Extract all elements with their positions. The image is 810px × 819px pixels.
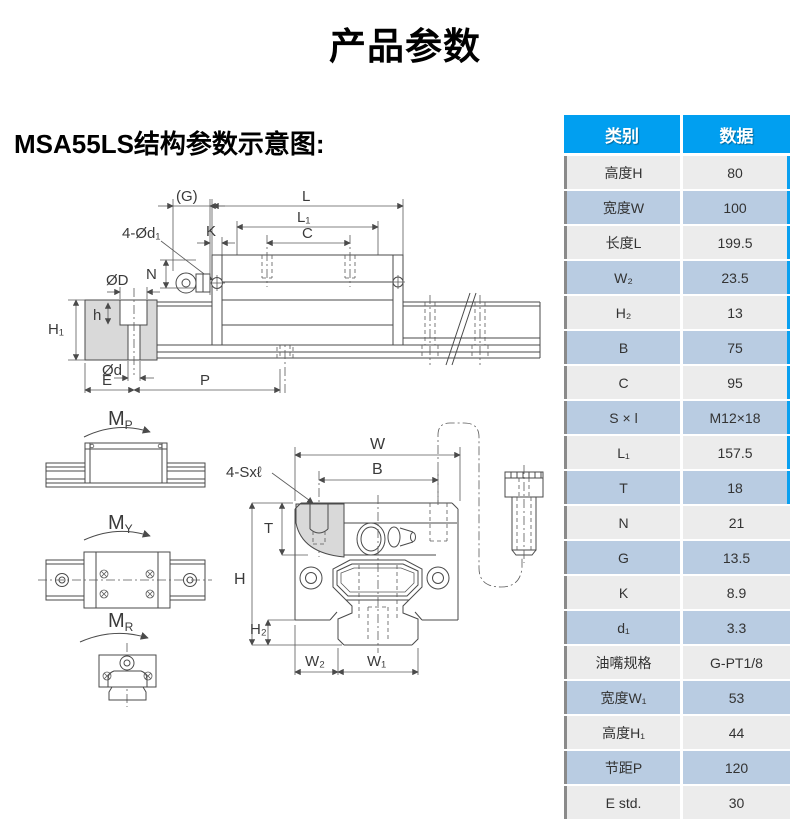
dim-label-bolt: 4-Sxℓ <box>226 464 262 481</box>
param-value-cell: G-PT1/8 <box>683 646 790 679</box>
table-row: T 18 <box>564 471 790 504</box>
dim-label-P: P <box>200 372 210 389</box>
moment-label-mr: MR <box>108 610 134 634</box>
param-value-cell: 80 <box>683 156 790 189</box>
table-row: C 95 <box>564 366 790 399</box>
param-value-cell: 75 <box>683 331 790 364</box>
param-name-cell: K <box>564 576 680 609</box>
table-row: N 21 <box>564 506 790 539</box>
header-category: 类别 <box>564 115 680 153</box>
param-value-cell: 8.9 <box>683 576 790 609</box>
dim-label-E: E <box>102 372 112 389</box>
param-value-cell: 3.3 <box>683 611 790 644</box>
front-view-drawing: W B 4-Sxℓ <box>226 422 544 676</box>
param-name-cell: 高度H₁ <box>564 716 680 749</box>
table-row: H₂ 13 <box>564 296 790 329</box>
dim-label-K: K <box>206 223 216 240</box>
dim-label-B: B <box>372 461 383 478</box>
table-row: B 75 <box>564 331 790 364</box>
table-row: 宽度W 100 <box>564 191 790 224</box>
param-name-cell: 宽度W₁ <box>564 681 680 714</box>
dim-label-H2: H₂ <box>250 621 267 638</box>
param-value-cell: 120 <box>683 751 790 784</box>
param-value-cell: 30 <box>683 786 790 819</box>
param-name-cell: S × l <box>564 401 680 434</box>
table-row: K 8.9 <box>564 576 790 609</box>
param-value-cell: 53 <box>683 681 790 714</box>
param-name-cell: C <box>564 366 680 399</box>
side-view-drawing: (G) L L₁ K C 4-Ød₁ <box>48 188 541 394</box>
param-value-cell: M12×18 <box>683 401 790 434</box>
param-name-cell: d₁ <box>564 611 680 644</box>
table-row: 高度H 80 <box>564 156 790 189</box>
dim-label-H: H <box>234 571 246 588</box>
param-value-cell: 157.5 <box>683 436 790 469</box>
dim-label-4d1: 4-Ød₁ <box>122 225 160 242</box>
param-value-cell: 13 <box>683 296 790 329</box>
param-name-cell: W₂ <box>564 261 680 294</box>
table-row: G 13.5 <box>564 541 790 574</box>
param-name-cell: 节距P <box>564 751 680 784</box>
table-header-row: 类别 数据 <box>564 115 790 153</box>
page-title: 产品参数 <box>329 26 481 67</box>
dim-label-W1: W₁ <box>367 653 386 670</box>
header-data: 数据 <box>683 115 790 153</box>
parameter-table: 类别 数据 高度H 80 宽度W 100 长度L 199.5 W₂ 23.5 H₂ 13 … <box>564 115 790 819</box>
table-row: d₁ 3.3 <box>564 611 790 644</box>
moment-label-my: MY <box>108 512 133 536</box>
param-name-cell: N <box>564 506 680 539</box>
table-row: 油嘴规格 G-PT1/8 <box>564 646 790 679</box>
dim-label-W2: W₂ <box>305 653 325 670</box>
param-name-cell: H₂ <box>564 296 680 329</box>
param-value-cell: 100 <box>683 191 790 224</box>
param-name-cell: 长度L <box>564 226 680 259</box>
table-row: S × l M12×18 <box>564 401 790 434</box>
param-value-cell: 44 <box>683 716 790 749</box>
param-value-cell: 13.5 <box>683 541 790 574</box>
dim-label-T: T <box>264 520 273 537</box>
dim-label-od: Ød <box>102 362 122 379</box>
mp-main: M <box>108 408 125 430</box>
param-name-cell: B <box>564 331 680 364</box>
diagram-subtitle: MSA55LS结构参数示意图: <box>14 129 325 159</box>
mr-main: M <box>108 610 125 632</box>
param-value-cell: 18 <box>683 471 790 504</box>
dim-label-OD: ØD <box>106 272 129 289</box>
param-name-cell: T <box>564 471 680 504</box>
dim-label-N: N <box>146 266 157 283</box>
dim-label-H1: H₁ <box>48 321 64 338</box>
dim-label-G: (G) <box>176 188 198 205</box>
table-row: 节距P 120 <box>564 751 790 784</box>
table-row: 宽度W₁ 53 <box>564 681 790 714</box>
mp-sub: P <box>125 418 133 432</box>
dim-label-C: C <box>302 225 313 242</box>
param-name-cell: E std. <box>564 786 680 819</box>
my-sub: Y <box>125 522 133 536</box>
table-row: 高度H₁ 44 <box>564 716 790 749</box>
table-row: W₂ 23.5 <box>564 261 790 294</box>
my-main: M <box>108 512 125 534</box>
moment-label-mp: MP <box>108 408 133 432</box>
param-name-cell: L₁ <box>564 436 680 469</box>
param-value-cell: 23.5 <box>683 261 790 294</box>
moment-diagrams: MP MY MR <box>38 408 212 707</box>
param-value-cell: 21 <box>683 506 790 539</box>
dim-label-W: W <box>370 436 386 453</box>
table-row: L₁ 157.5 <box>564 436 790 469</box>
dim-label-L1: L₁ <box>297 209 310 226</box>
table-row: 长度L 199.5 <box>564 226 790 259</box>
param-name-cell: G <box>564 541 680 574</box>
param-name-cell: 油嘴规格 <box>564 646 680 679</box>
dim-label-L: L <box>302 188 310 205</box>
param-value-cell: 199.5 <box>683 226 790 259</box>
param-name-cell: 高度H <box>564 156 680 189</box>
param-value-cell: 95 <box>683 366 790 399</box>
param-name-cell: 宽度W <box>564 191 680 224</box>
table-row: E std. 30 <box>564 786 790 819</box>
dim-label-h: h <box>93 307 101 324</box>
technical-drawing: (G) L L₁ K C 4-Ød₁ <box>38 188 544 707</box>
mr-sub: R <box>125 620 134 634</box>
